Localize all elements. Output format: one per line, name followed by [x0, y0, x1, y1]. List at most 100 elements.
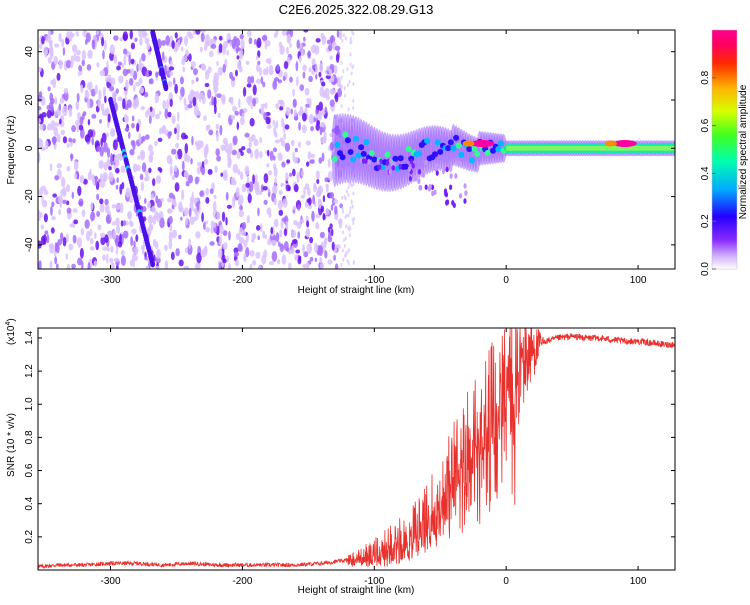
noise-speckle [236, 55, 240, 60]
noise-speckle [291, 248, 295, 253]
noise-speckle [188, 53, 192, 62]
snr-y-tick-label: 0.4 [24, 496, 35, 510]
noise-speckle [266, 207, 272, 216]
noise-speckle [300, 194, 305, 199]
noise-speckle [293, 184, 299, 193]
noise-speckle [324, 177, 329, 183]
noise-speckle-edge [343, 238, 346, 243]
noise-speckle [219, 124, 223, 136]
carrier-spray [391, 165, 396, 171]
noise-speckle [90, 201, 94, 211]
noise-speckle [222, 172, 228, 181]
noise-speckle [155, 175, 162, 184]
noise-speckle [311, 58, 316, 66]
noise-speckle [231, 76, 236, 81]
noise-speckle [50, 205, 53, 216]
carrier-core [453, 134, 460, 141]
noise-speckle [319, 126, 323, 136]
noise-speckle-edge [353, 216, 356, 221]
noise-speckle [87, 49, 93, 59]
noise-speckle [51, 215, 56, 221]
noise-speckle [309, 236, 314, 244]
noise-speckle [41, 35, 45, 45]
noise-speckle [103, 161, 108, 171]
noise-speckle [168, 66, 175, 71]
noise-speckle [289, 43, 292, 48]
noise-speckle-edge [343, 243, 346, 248]
noise-speckle [238, 237, 245, 244]
noise-speckle [277, 199, 283, 210]
noise-speckle [154, 241, 159, 250]
noise-speckle [238, 209, 245, 218]
noise-speckle [115, 88, 119, 94]
noise-speckle [76, 112, 81, 120]
noise-speckle [191, 135, 194, 146]
noise-speckle-edge [351, 30, 354, 35]
noise-speckle [319, 231, 325, 239]
noise-speckle [130, 58, 135, 65]
noise-speckle [137, 155, 141, 160]
noise-speckle [152, 178, 156, 187]
noise-speckle [278, 190, 283, 196]
noise-speckle [93, 260, 98, 267]
noise-speckle [201, 212, 204, 223]
noise-speckle [138, 133, 142, 144]
noise-speckle [299, 42, 303, 50]
noise-speckle [121, 181, 125, 190]
noise-speckle [279, 106, 284, 111]
noise-speckle [166, 197, 172, 203]
noise-speckle [148, 78, 152, 85]
noise-speckle [331, 241, 335, 251]
noise-speckle [128, 220, 133, 226]
noise-speckle [99, 198, 104, 205]
snr-x-tick-label: -300 [101, 576, 121, 587]
carrier-spray [409, 158, 413, 165]
noise-speckle [174, 182, 180, 192]
noise-speckle [69, 223, 74, 228]
noise-speckle [334, 45, 341, 52]
noise-speckle [324, 250, 328, 259]
noise-speckle [333, 199, 339, 204]
heatmap-frame [37, 29, 676, 270]
noise-speckle [273, 163, 277, 170]
noise-speckle [218, 35, 223, 41]
noise-speckle [161, 51, 165, 62]
noise-speckle [45, 35, 52, 43]
noise-speckle [183, 207, 189, 217]
noise-speckle [158, 110, 162, 115]
noise-speckle [136, 164, 141, 172]
noise-speckle [245, 182, 250, 188]
noise-speckle [96, 30, 100, 36]
noise-speckle [38, 66, 42, 73]
noise-speckle-edge [349, 52, 352, 57]
noise-speckle [175, 248, 180, 257]
carrier-spray [428, 183, 432, 190]
noise-speckle [87, 118, 91, 126]
noise-speckle [76, 92, 80, 103]
noise-speckle [208, 129, 214, 136]
noise-speckle [289, 76, 293, 83]
noise-speckle [300, 170, 304, 177]
noise-speckle [104, 198, 109, 206]
noise-speckle [167, 80, 173, 88]
noise-speckle [285, 220, 289, 231]
noise-speckle [310, 126, 314, 132]
noise-speckle [273, 197, 277, 206]
noise-speckle [180, 86, 185, 98]
noise-speckle [178, 234, 182, 240]
noise-speckle-edge [347, 248, 350, 253]
noise-speckle [109, 44, 116, 55]
carrier-core [437, 148, 444, 155]
noise-speckle [66, 142, 70, 149]
noise-speckle [269, 150, 274, 162]
noise-speckle-edge [345, 189, 348, 194]
noise-speckle [164, 259, 168, 269]
noise-speckle [237, 200, 242, 206]
noise-speckle [119, 37, 124, 42]
noise-speckle [204, 82, 210, 88]
noise-speckle [127, 210, 132, 221]
noise-speckle [174, 83, 178, 94]
noise-speckle [160, 126, 166, 135]
noise-speckle [207, 124, 211, 130]
carrier-spray [443, 188, 448, 194]
